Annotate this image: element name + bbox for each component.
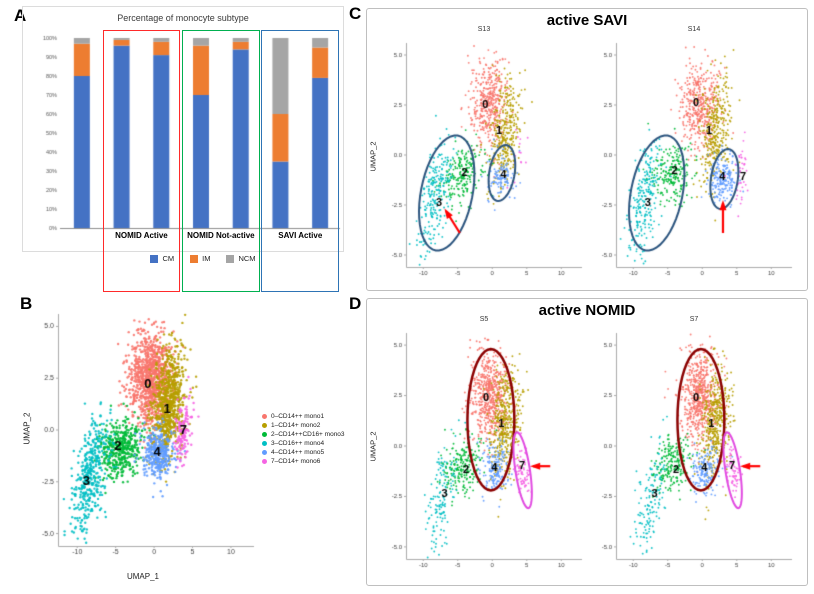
panel-d-title: active NOMID — [538, 302, 636, 319]
monocyte-stacked-bar-chart — [28, 28, 344, 238]
umap-plot-s7 — [590, 325, 798, 577]
cluster-legend-item-2: 2–CD14++CD16+ mono3 — [262, 430, 345, 439]
panel-a-legend: CM IM NCM — [118, 254, 288, 263]
cluster-legend-item-0: 0–CD14++ mono1 — [262, 412, 345, 421]
legend-swatch — [226, 254, 235, 263]
umap-plot-s14 — [590, 35, 798, 285]
legend-label: IM — [202, 254, 211, 263]
umap-y-axis-label: UMAP_2 — [22, 412, 32, 445]
subplot-title-s13: S13 — [477, 26, 491, 33]
cluster-color-dot — [262, 450, 267, 455]
cluster-color-dot — [262, 432, 267, 437]
legend-label: CM — [162, 254, 175, 263]
cluster-color-dot — [262, 414, 267, 419]
cluster-legend-label: 2–CD14++CD16+ mono3 — [271, 431, 345, 438]
bar-group-label-nomid-active: NOMID Active — [115, 231, 168, 240]
cluster-legend-label: 0–CD14++ mono1 — [271, 413, 325, 420]
cluster-legend-item-7: 7–CD14+ mono6 — [262, 457, 345, 466]
subplot-title-s7: S7 — [689, 316, 699, 323]
cluster-legend-item-3: 3–CD16++ mono4 — [262, 439, 345, 448]
panel-d-label: D — [349, 294, 362, 313]
cluster-legend-item-1: 1–CD14+ mono2 — [262, 421, 345, 430]
bar-group-label-savi-active: SAVI Active — [278, 231, 323, 240]
umap-plot-s13 — [380, 35, 588, 285]
panel-d-y-axis-label: UMAP_2 — [368, 431, 378, 462]
panel-a-chart-title: Percentage of monocyte subtype — [117, 13, 249, 23]
cluster-legend-label: 4–CD14++ mono5 — [271, 449, 325, 456]
cluster-legend-item-4: 4–CD14++ mono5 — [262, 448, 345, 457]
legend-item-im: IM — [190, 254, 210, 263]
legend-swatch — [150, 254, 159, 263]
cluster-color-dot — [262, 423, 267, 428]
bar-group-label-nomid-not-active: NOMID Not-active — [187, 231, 255, 240]
cluster-legend-label: 3–CD16++ mono4 — [271, 440, 325, 447]
cluster-legend-label: 1–CD14+ mono2 — [271, 422, 321, 429]
cluster-color-dot — [262, 441, 267, 446]
umap-cluster-legend: 0–CD14++ mono1 1–CD14+ mono2 2–CD14++CD16+… — [262, 412, 345, 466]
cluster-legend-label: 7–CD14+ mono6 — [271, 458, 321, 465]
legend-item-cm: CM — [150, 254, 174, 263]
panel-c-y-axis-label: UMAP_2 — [368, 141, 378, 172]
panel-c-label: C — [349, 4, 362, 23]
subplot-title-s5: S5 — [479, 316, 489, 323]
cluster-color-dot — [262, 459, 267, 464]
panel-c-title: active SAVI — [546, 12, 628, 29]
legend-swatch — [190, 254, 199, 263]
umap-x-axis-label: UMAP_1 — [126, 572, 159, 581]
subplot-title-s14: S14 — [687, 26, 701, 33]
umap-plot-s5 — [380, 325, 588, 577]
panel-a-label: A — [14, 6, 27, 25]
legend-label: NCM — [238, 254, 256, 263]
umap-plot-all-cells — [26, 306, 260, 570]
legend-item-ncm: NCM — [226, 254, 256, 263]
